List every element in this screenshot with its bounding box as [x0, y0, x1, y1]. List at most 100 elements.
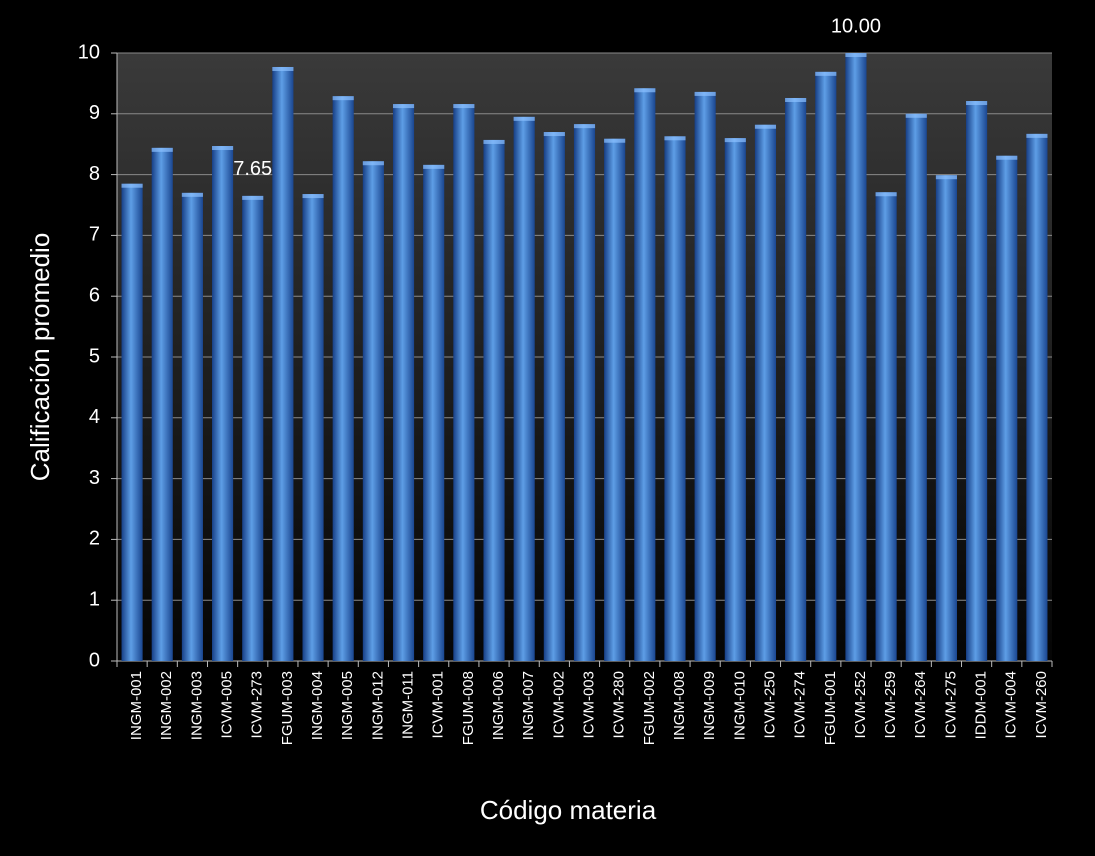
bar-cap	[453, 104, 475, 109]
bar	[151, 147, 173, 661]
bar-cap	[875, 192, 897, 197]
bar-cap	[694, 91, 716, 96]
bar-cap	[513, 116, 535, 121]
bar-cap	[966, 101, 988, 106]
x-tick-label: INGM-001	[128, 671, 145, 740]
bar-cap	[754, 124, 777, 129]
bar	[694, 91, 716, 662]
y-tick-label: 7	[89, 224, 100, 246]
y-tick-label: 2	[89, 528, 100, 550]
x-tick-label: FGUM-001	[822, 671, 839, 745]
bar-cap	[905, 113, 927, 118]
bar	[513, 116, 535, 662]
bar-cap	[996, 155, 1018, 160]
y-tick-label: 3	[89, 467, 100, 489]
y-tick-label: 4	[89, 406, 100, 428]
bar	[754, 124, 777, 661]
bar	[573, 124, 596, 662]
bar-cap	[604, 138, 626, 143]
bar	[423, 164, 445, 661]
bar	[996, 155, 1018, 661]
bar	[905, 113, 927, 662]
data-label: 10.00	[831, 15, 881, 37]
x-tick-label: ICVM-274	[792, 671, 809, 739]
x-tick-label: INGM-004	[309, 671, 326, 740]
bar-cap	[423, 164, 445, 169]
x-axis-title: Código materia	[480, 795, 657, 825]
y-tick-label: 9	[89, 102, 100, 124]
x-tick-label: FGUM-003	[279, 671, 296, 745]
bar-cap	[543, 132, 565, 137]
x-tick-label: ICVM-001	[430, 671, 447, 739]
x-tick-label: INGM-007	[520, 671, 537, 740]
bar	[483, 139, 505, 662]
x-tick-label: INGM-012	[369, 671, 386, 740]
bar-cap	[332, 96, 354, 101]
y-tick-label: 6	[89, 284, 100, 306]
bar-cap	[845, 53, 867, 57]
bar-cap	[362, 161, 384, 166]
x-tick-label: INGM-003	[188, 671, 205, 740]
x-tick-label: ICVM-005	[219, 671, 236, 739]
bar	[212, 146, 234, 662]
bar-cap	[392, 104, 415, 109]
bar	[302, 194, 324, 661]
y-tick-label: 0	[89, 649, 100, 671]
bar-cap	[151, 147, 173, 152]
bar-cap	[664, 136, 686, 141]
data-label: 7.65	[233, 158, 272, 180]
bar	[724, 138, 746, 661]
y-tick-label: 8	[89, 163, 100, 185]
x-tick-label: INGM-002	[158, 671, 175, 740]
bar-cap	[815, 71, 837, 76]
x-tick-label: FGUM-008	[460, 671, 477, 745]
bar	[181, 192, 203, 661]
bar-cap	[121, 183, 143, 188]
y-tick-label: 1	[89, 588, 100, 610]
x-tick-label: ICVM-252	[852, 671, 869, 739]
x-tick-label: INGM-010	[731, 671, 748, 740]
bar	[845, 53, 867, 661]
x-tick-label: ICVM-003	[580, 671, 597, 739]
x-tick-label: ICVM-273	[249, 671, 266, 739]
x-tick-label: FGUM-002	[641, 671, 658, 745]
bar	[242, 195, 264, 661]
bar	[543, 132, 565, 662]
bar-cap	[573, 124, 596, 129]
bar-cap	[785, 97, 807, 102]
bar	[332, 96, 354, 662]
bar	[664, 136, 686, 661]
bar	[1026, 133, 1048, 661]
x-tick-label: IDDM-001	[973, 671, 990, 739]
x-tick-label: INGM-009	[701, 671, 718, 740]
bar-cap	[181, 192, 203, 197]
bar	[634, 88, 656, 662]
y-tick-label: 5	[89, 345, 100, 367]
bar	[362, 161, 384, 661]
bar-cap	[483, 139, 505, 144]
y-tick-label: 10	[78, 41, 100, 63]
y-axis-title: Calificación promedio	[25, 233, 55, 482]
x-tick-label: ICVM-259	[882, 671, 899, 739]
x-tick-label: ICVM-002	[550, 671, 567, 739]
x-tick-label: INGM-008	[671, 671, 688, 740]
x-tick-label: ICVM-264	[912, 671, 929, 739]
bar	[875, 192, 897, 661]
bar-cap	[935, 175, 957, 180]
bar-cap	[272, 66, 294, 71]
bar	[815, 71, 837, 661]
bar-cap	[242, 195, 264, 200]
bar	[392, 104, 415, 661]
bar	[935, 175, 957, 661]
x-tick-label: ICVM-004	[1003, 671, 1020, 739]
x-tick-label: ICVM-250	[761, 671, 778, 739]
x-tick-label: INGM-011	[400, 671, 417, 739]
x-tick-label: INGM-006	[490, 671, 507, 740]
bar-cap	[212, 146, 234, 151]
bar	[966, 101, 988, 662]
x-tick-label: ICVM-275	[942, 671, 959, 739]
x-tick-label: ICVM-260	[1033, 671, 1050, 739]
bar	[453, 104, 475, 661]
bar-cap	[634, 88, 656, 93]
